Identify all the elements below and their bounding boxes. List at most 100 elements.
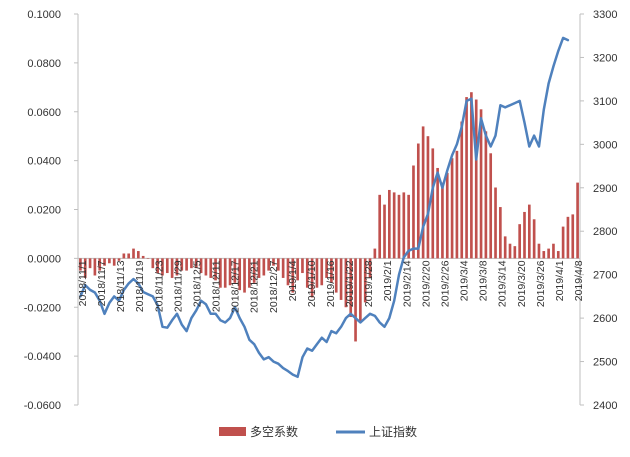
left-tick-label: 0.0000 <box>27 253 61 265</box>
bar <box>441 182 444 259</box>
bar <box>402 192 406 259</box>
bar <box>508 243 512 259</box>
bar <box>349 258 353 318</box>
bar <box>248 258 251 288</box>
bar <box>431 148 435 259</box>
x-tick-label: 2018/11/19 <box>134 260 146 312</box>
bar <box>219 258 222 288</box>
bar <box>199 258 203 274</box>
x-tick-label: 2019/3/20 <box>516 260 528 307</box>
right-tick-label: 2400 <box>593 400 617 412</box>
bar <box>484 131 488 259</box>
right-tick-label: 2700 <box>593 270 617 282</box>
x-tick-label: 2019/1/10 <box>306 260 318 307</box>
x-tick-label: 2019/1/28 <box>363 260 375 307</box>
bar <box>238 258 242 291</box>
bar <box>445 172 449 259</box>
x-tick-label: 2018/12/27 <box>268 260 280 313</box>
bar <box>334 258 338 293</box>
bar <box>532 219 536 259</box>
bar <box>561 226 565 259</box>
bar <box>252 258 256 283</box>
bar <box>320 258 324 286</box>
bar <box>330 258 333 283</box>
bar <box>79 258 82 271</box>
left-tick-label: -0.0400 <box>24 351 61 363</box>
bar <box>132 248 135 259</box>
x-tick-label: 2018/12/11 <box>211 260 223 312</box>
legend-label-line: 上证指数 <box>369 424 417 439</box>
right-tick-label: 3300 <box>593 9 617 21</box>
bar <box>286 258 290 286</box>
bar <box>513 246 517 259</box>
bar <box>460 121 464 259</box>
bar <box>547 248 550 259</box>
bar <box>388 189 391 259</box>
bar <box>576 182 579 259</box>
bar <box>450 158 454 259</box>
bar <box>397 194 401 259</box>
bar <box>426 136 430 259</box>
bar <box>161 258 164 276</box>
bar <box>537 243 541 259</box>
bar <box>122 253 126 259</box>
bar <box>325 258 328 278</box>
bar <box>272 258 275 266</box>
bar <box>243 258 246 293</box>
bar <box>151 258 155 269</box>
bar <box>416 143 420 259</box>
x-tick-label: 2018/12/5 <box>191 260 203 307</box>
bar <box>383 204 386 259</box>
x-tick-label: 2018/11/23 <box>153 260 165 312</box>
x-tick-label: 2018/12/17 <box>230 260 242 313</box>
bar <box>108 258 111 264</box>
bar <box>185 258 188 271</box>
left-tick-label: 0.0800 <box>27 58 61 70</box>
left-tick-label: 0.0200 <box>27 205 61 217</box>
bar <box>83 258 87 278</box>
bar <box>571 214 575 259</box>
bar <box>315 258 319 288</box>
bar <box>412 165 415 259</box>
bar <box>479 109 483 259</box>
bar <box>165 258 169 274</box>
legend-swatch-bar <box>219 427 246 436</box>
bar <box>378 194 382 259</box>
bar <box>527 204 531 259</box>
x-tick-label: 2019/1/4 <box>287 260 299 301</box>
left-tick-label: -0.0200 <box>24 302 61 314</box>
bar <box>523 211 526 259</box>
bar <box>489 153 493 259</box>
bar <box>542 251 546 259</box>
bar <box>141 255 145 259</box>
left-tick-label: -0.0600 <box>24 400 61 412</box>
bar <box>455 150 459 259</box>
x-tick-label: 2019/2/20 <box>420 260 432 307</box>
bar <box>262 258 266 276</box>
x-tick-label: 2019/1/22 <box>344 260 356 307</box>
right-tick-label: 2500 <box>593 357 617 369</box>
bar <box>305 258 309 288</box>
bar <box>373 248 377 259</box>
bar <box>228 258 232 286</box>
bar <box>112 258 116 266</box>
bar <box>190 258 193 269</box>
left-tick-label: 0.0400 <box>27 156 61 168</box>
bar <box>93 258 97 276</box>
x-tick-label: 2019/3/26 <box>535 260 547 307</box>
bar <box>281 258 285 278</box>
bar <box>276 258 280 271</box>
bar <box>137 251 140 259</box>
bar <box>421 126 425 259</box>
bar <box>156 258 159 274</box>
bar <box>392 192 396 259</box>
bar <box>175 258 179 276</box>
bar <box>194 258 198 269</box>
x-tick-label: 2018/12/21 <box>249 260 261 313</box>
bar <box>209 258 213 278</box>
bar <box>146 258 150 259</box>
legend-label-bar: 多空系数 <box>250 424 298 439</box>
bar <box>98 258 102 271</box>
bar <box>204 258 208 276</box>
